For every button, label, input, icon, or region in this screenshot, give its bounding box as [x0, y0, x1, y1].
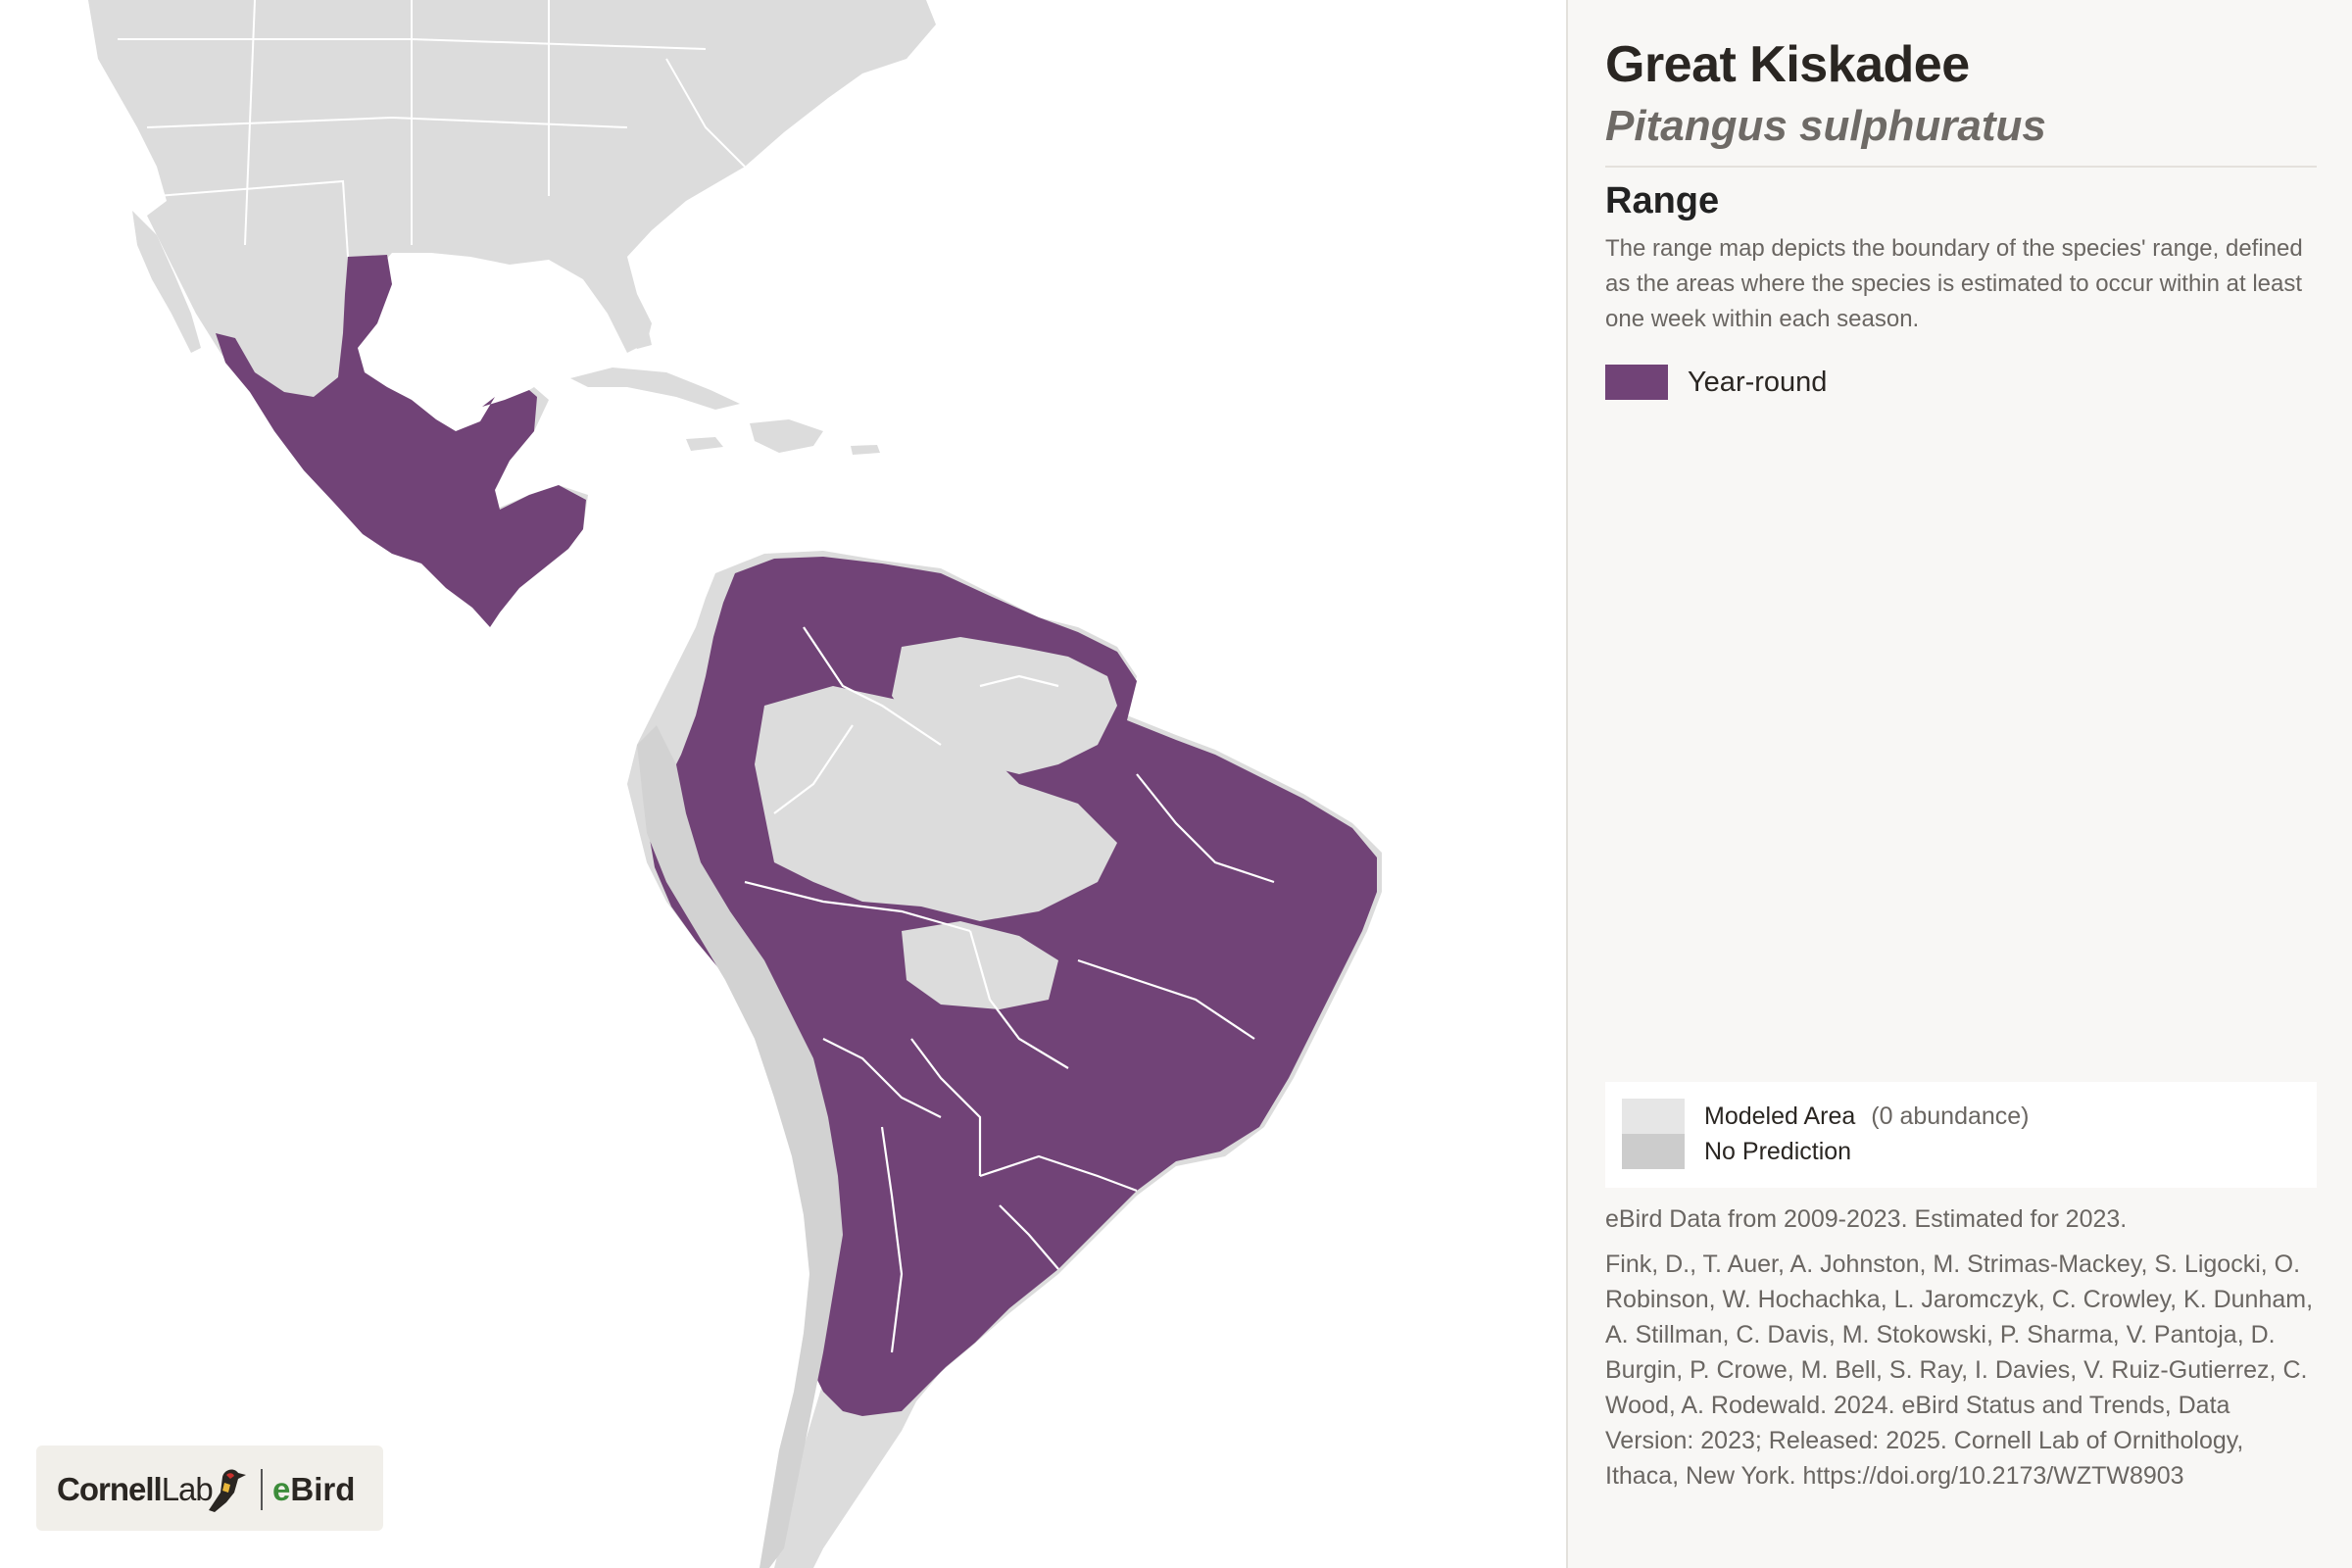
year-round-swatch — [1605, 365, 1668, 400]
land-hispaniola — [750, 419, 823, 453]
land-florida — [568, 253, 652, 349]
data-years-note: eBird Data from 2009-2023. Estimated for… — [1605, 1205, 2128, 1233]
land-puerto-rico — [851, 445, 880, 455]
modeled-area-amazon — [755, 686, 1117, 921]
logo-divider — [261, 1469, 263, 1510]
citation-text: Fink, D., T. Auer, A. Johnston, M. Strim… — [1605, 1250, 2314, 1490]
ebird-wordmark: eBird — [272, 1471, 355, 1508]
map-canvas — [88, 0, 1382, 1568]
modeled-area-label: Modeled Area — [1704, 1102, 1856, 1130]
us-state-borders — [118, 0, 746, 258]
no-prediction-label: No Prediction — [1704, 1137, 1852, 1165]
species-scientific-name: Pitangus sulphuratus — [1605, 102, 2046, 150]
range-heading: Range — [1605, 180, 1720, 221]
ebird-wordmark-bird: Bird — [290, 1471, 356, 1507]
modeled-area-note: (0 abundance) — [1871, 1102, 2030, 1130]
land-baja — [132, 211, 201, 353]
cornell-ebird-logo[interactable]: CornellLab eBird — [36, 1446, 383, 1531]
range-description: The range map depicts the boundary of th… — [1605, 235, 2303, 332]
cornell-wordmark-lab: Lab — [161, 1471, 214, 1507]
cornell-lab-wordmark: CornellLab — [57, 1471, 214, 1508]
land-jamaica — [686, 437, 723, 451]
species-common-name: Great Kiskadee — [1605, 36, 1970, 93]
country-borders — [744, 626, 1275, 1353]
header-divider — [1605, 166, 2317, 168]
no-prediction-row: No Prediction — [1622, 1134, 1851, 1169]
info-panel: Great Kiskadee Pitangus sulphuratus Rang… — [1566, 0, 2352, 1568]
no-prediction-swatch — [1622, 1134, 1685, 1169]
range-mexico-central-america — [216, 255, 586, 627]
range-legend: Year-round — [1605, 365, 1827, 400]
range-map[interactable] — [0, 0, 1566, 1568]
ebird-wordmark-e: e — [272, 1471, 291, 1507]
land-cuba — [570, 368, 740, 410]
bird-icon — [209, 1469, 246, 1512]
year-round-label: Year-round — [1688, 366, 1828, 398]
cornell-wordmark-bold: Cornell — [57, 1471, 163, 1507]
modeled-area-andes — [637, 725, 843, 1568]
modeled-area-swatch — [1622, 1099, 1685, 1134]
modeled-area-legend: Modeled Area (0 abundance) No Prediction — [1605, 1082, 2317, 1188]
modeled-area-row: Modeled Area (0 abundance) — [1622, 1099, 2030, 1134]
